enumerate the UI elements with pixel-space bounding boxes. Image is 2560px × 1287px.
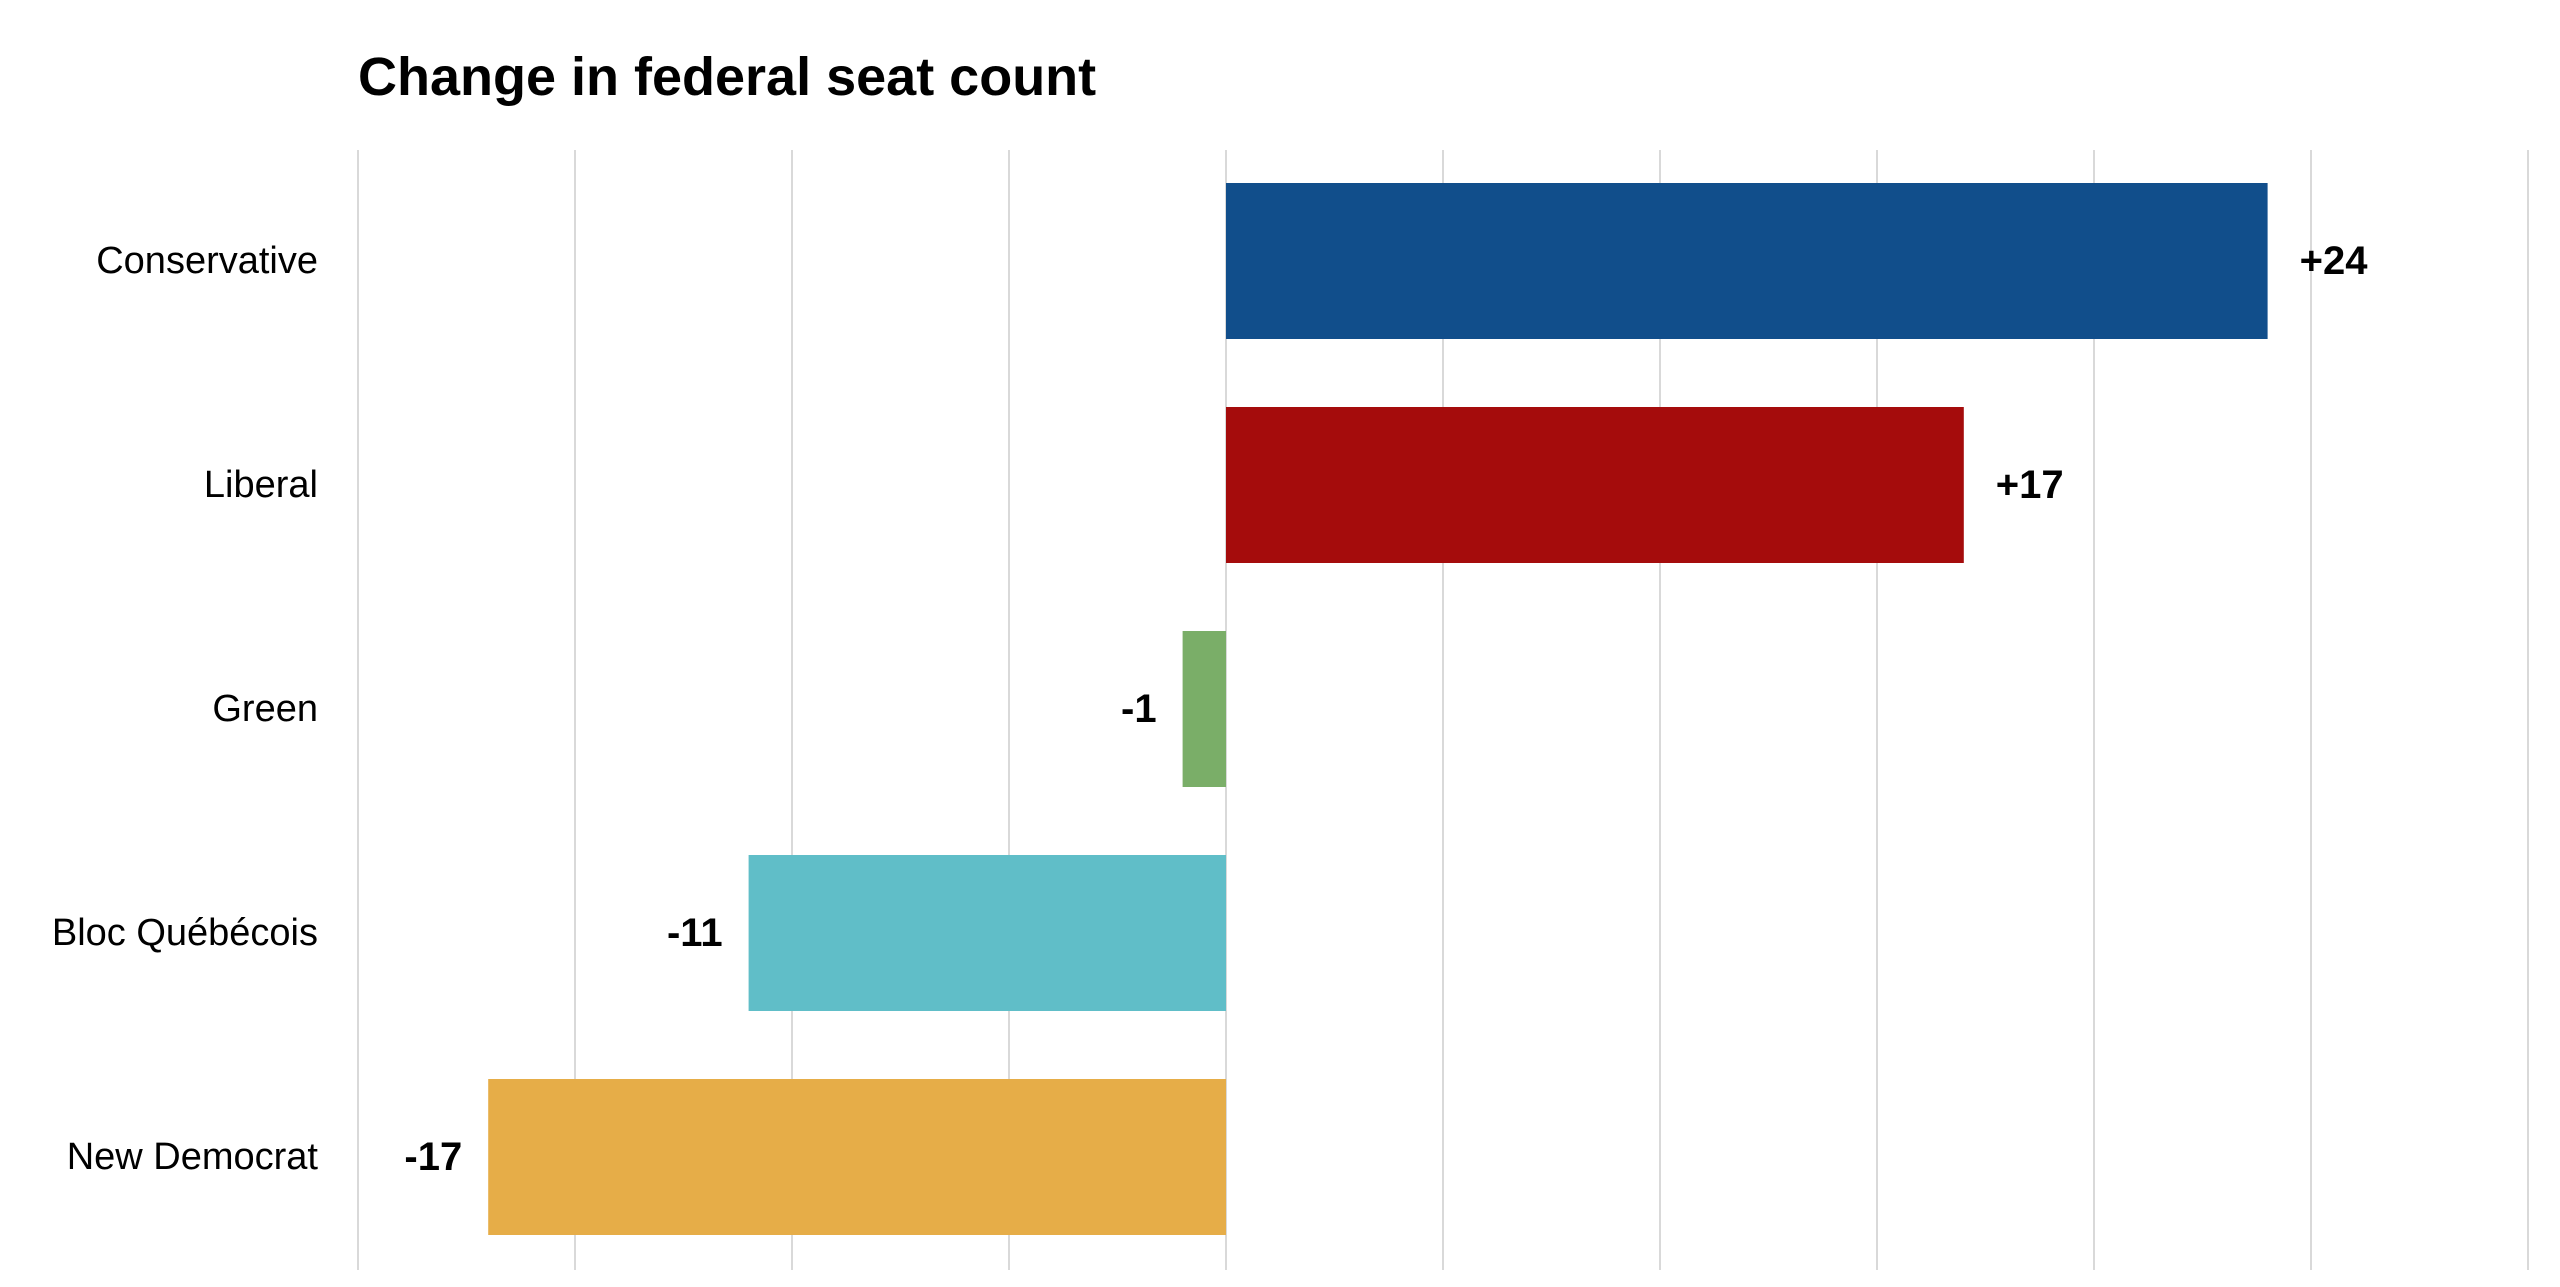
bar-bloc-quebecois [748, 855, 1226, 1011]
category-label-green: Green [212, 688, 318, 730]
category-label-bloc-quebecois: Bloc Québécois [52, 912, 318, 954]
data-label-bloc-quebecois: -11 [667, 911, 723, 955]
bar-conservative [1226, 183, 2268, 339]
chart-title: Change in federal seat count [358, 47, 1096, 107]
data-label-green: -1 [1121, 687, 1157, 731]
bar-green [1182, 631, 1226, 787]
category-label-liberal: Liberal [204, 464, 318, 506]
data-labels: +24 +17 -1 -11 -17 [404, 239, 2368, 1179]
data-label-conservative: +24 [2300, 239, 2369, 283]
bar-liberal [1226, 407, 1964, 563]
category-labels: Conservative Liberal Green Bloc Québécois Ne… [52, 240, 319, 1178]
data-label-new-democrat: -17 [404, 1135, 462, 1179]
category-label-new-democrat: New Democrat [67, 1136, 319, 1178]
bar-new-democrat [488, 1079, 1226, 1235]
bars [488, 183, 2268, 1235]
data-label-liberal: +17 [1996, 463, 2064, 507]
category-label-conservative: Conservative [96, 240, 318, 282]
